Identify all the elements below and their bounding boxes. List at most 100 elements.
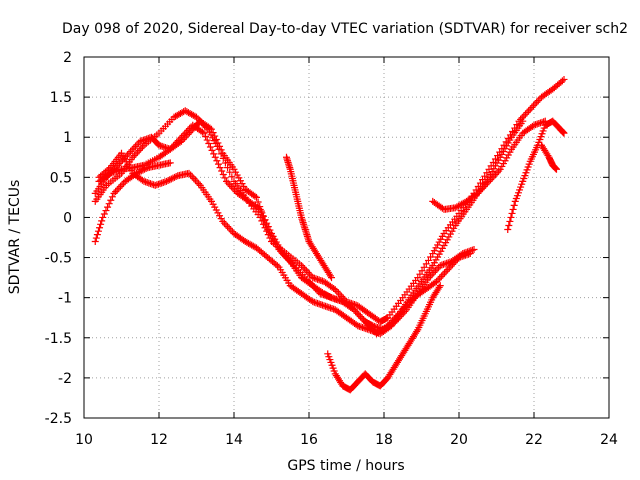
data-point [166, 176, 174, 184]
data-point [122, 153, 130, 161]
data-point [528, 103, 536, 111]
data-point [224, 223, 232, 231]
data-point [202, 133, 210, 141]
data-point [391, 318, 399, 326]
data-point [226, 181, 234, 189]
x-tick-label: 22 [525, 432, 543, 448]
data-point [222, 221, 230, 229]
data-point [129, 153, 137, 161]
data-point [560, 75, 568, 83]
data-point [181, 134, 189, 142]
data-point [560, 129, 568, 137]
data-point [115, 160, 123, 168]
data-point [307, 297, 315, 305]
data-point [119, 156, 127, 164]
data-point [125, 149, 133, 157]
data-point [169, 174, 177, 182]
data-point [224, 179, 232, 187]
data-point [92, 234, 100, 242]
data-points [91, 75, 568, 394]
data-point [441, 269, 449, 277]
series-track-7 [324, 282, 444, 394]
data-point [331, 286, 339, 294]
data-point [105, 200, 113, 208]
data-point [214, 139, 222, 147]
data-point [220, 219, 228, 227]
data-point [280, 251, 288, 259]
data-point [350, 306, 358, 314]
y-tick-label: -0.5 [45, 251, 72, 267]
data-point [257, 207, 265, 215]
data-point [137, 167, 145, 175]
data-point [106, 170, 114, 178]
data-point [166, 159, 174, 167]
data-point [225, 224, 233, 232]
data-point [213, 157, 221, 165]
data-point [167, 175, 175, 183]
data-point [132, 150, 140, 158]
data-point [206, 143, 214, 151]
data-point [504, 225, 512, 233]
data-point [130, 152, 138, 160]
data-point [326, 272, 334, 280]
data-point [510, 201, 518, 209]
data-point [328, 274, 335, 282]
data-point [128, 146, 136, 154]
plot-frame [83, 56, 610, 419]
data-point [399, 309, 407, 317]
data-point [136, 168, 144, 176]
data-point [352, 307, 360, 315]
data-point [472, 191, 480, 199]
data-point [219, 170, 227, 178]
data-point [529, 102, 537, 110]
series-track-3 [95, 149, 474, 338]
data-point [113, 186, 121, 194]
series-track-8 [429, 117, 527, 213]
data-point [179, 136, 187, 144]
data-point [528, 122, 536, 130]
data-point [135, 146, 143, 154]
data-point [285, 256, 293, 264]
data-point [116, 183, 124, 191]
data-point [509, 205, 517, 213]
data-point [227, 226, 235, 234]
data-point [107, 196, 115, 204]
data-point [133, 169, 140, 177]
data-point [118, 181, 126, 189]
y-tick-label: -2 [58, 371, 72, 387]
y-tick-label: 0 [63, 210, 72, 226]
data-point [495, 167, 503, 175]
data-point [433, 278, 440, 286]
data-point [444, 266, 452, 274]
data-point [134, 148, 142, 156]
data-point [104, 203, 112, 211]
data-point [120, 154, 128, 162]
series-track-5 [91, 159, 174, 246]
data-point [425, 274, 433, 282]
data-point [442, 267, 450, 275]
data-point [427, 272, 435, 280]
data-point [439, 271, 447, 279]
data-point [304, 268, 312, 276]
data-point [254, 198, 262, 206]
data-point [188, 173, 196, 181]
data-point [436, 282, 444, 290]
data-point [334, 289, 342, 297]
data-point [520, 112, 528, 120]
data-point [195, 180, 203, 188]
data-point [299, 263, 307, 271]
data-point [253, 193, 260, 201]
data-point [533, 98, 541, 106]
data-point [164, 177, 172, 185]
data-point [107, 168, 115, 176]
data-point [210, 150, 218, 158]
data-point [553, 165, 560, 173]
data-point [281, 252, 289, 260]
data-point [96, 224, 104, 232]
data-point [211, 153, 219, 161]
data-point [259, 212, 267, 220]
data-point [251, 192, 259, 200]
data-point [470, 246, 478, 254]
data-point [193, 113, 200, 121]
data-point [172, 173, 180, 181]
